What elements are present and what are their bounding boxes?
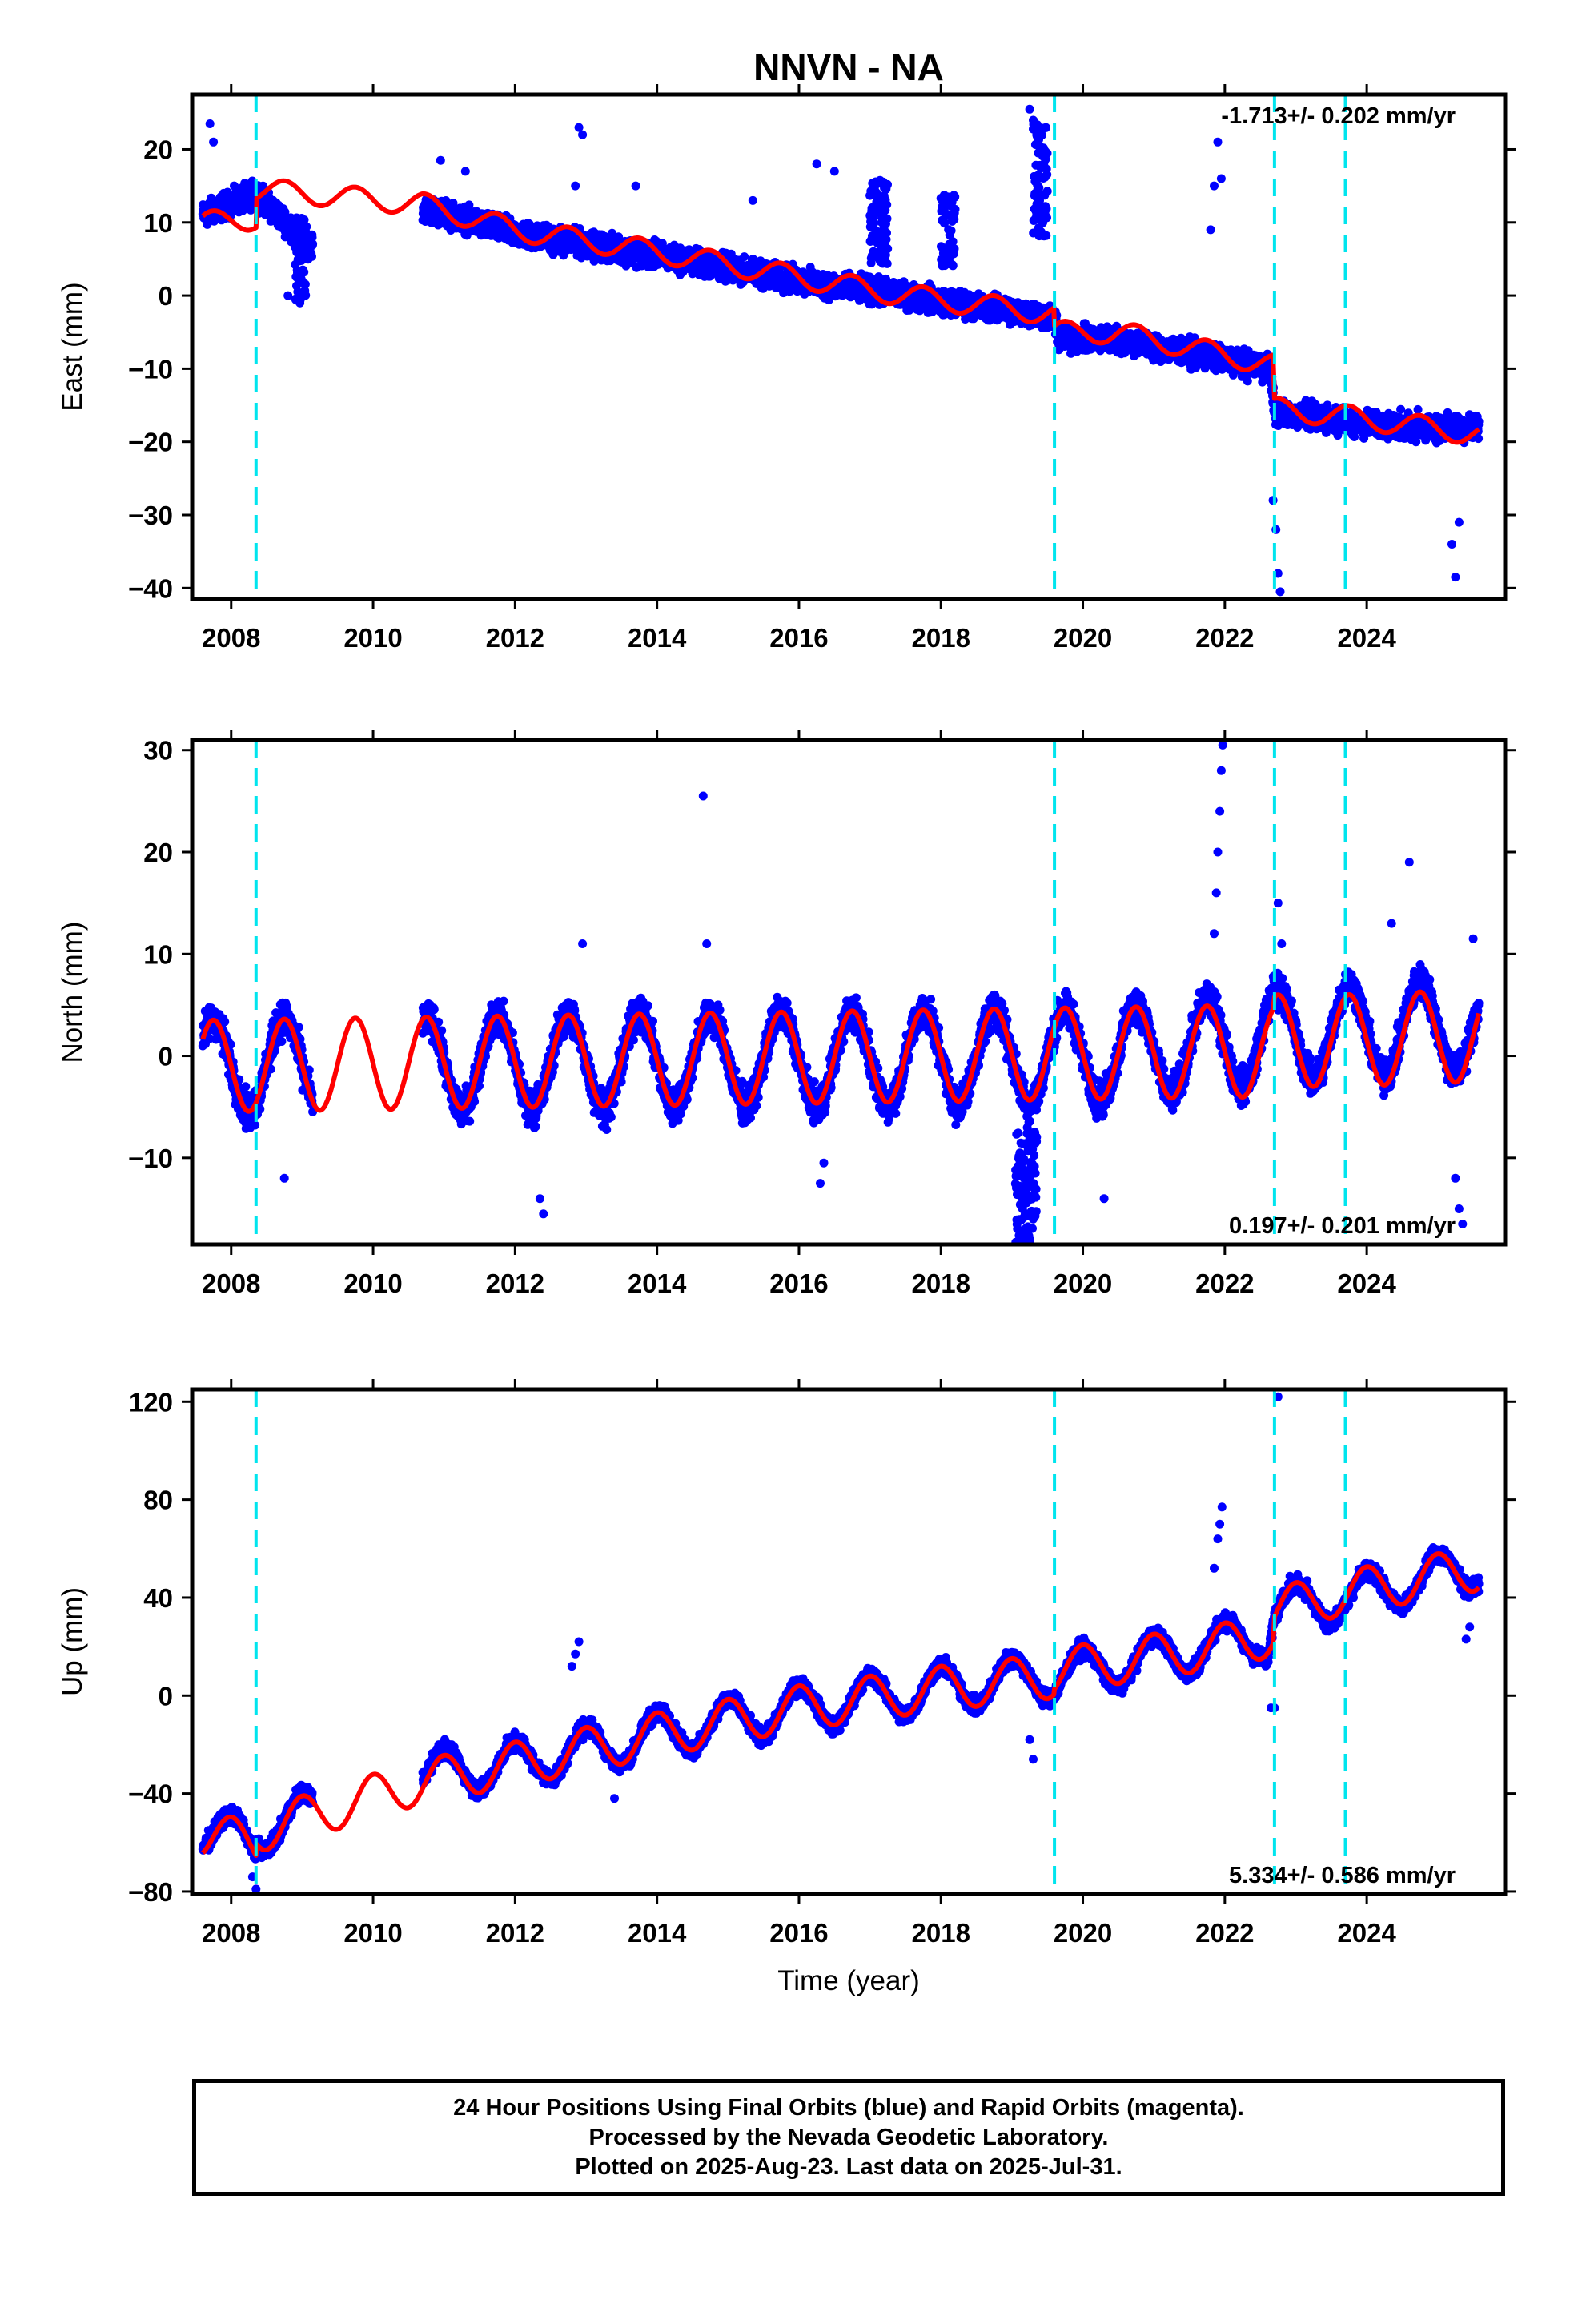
data-point (1323, 400, 1332, 410)
data-point (280, 207, 290, 217)
data-point (307, 251, 316, 261)
chart-title: NNVN - NA (753, 46, 944, 88)
plot-area-east (198, 94, 1484, 599)
panel-east: 2008 2010 2012 2014 2016 2018 2020 2022 2024−40−… (57, 84, 1516, 653)
data-point (307, 233, 317, 242)
data-point (308, 239, 318, 249)
data-point (1243, 376, 1252, 386)
data-point (740, 252, 749, 262)
